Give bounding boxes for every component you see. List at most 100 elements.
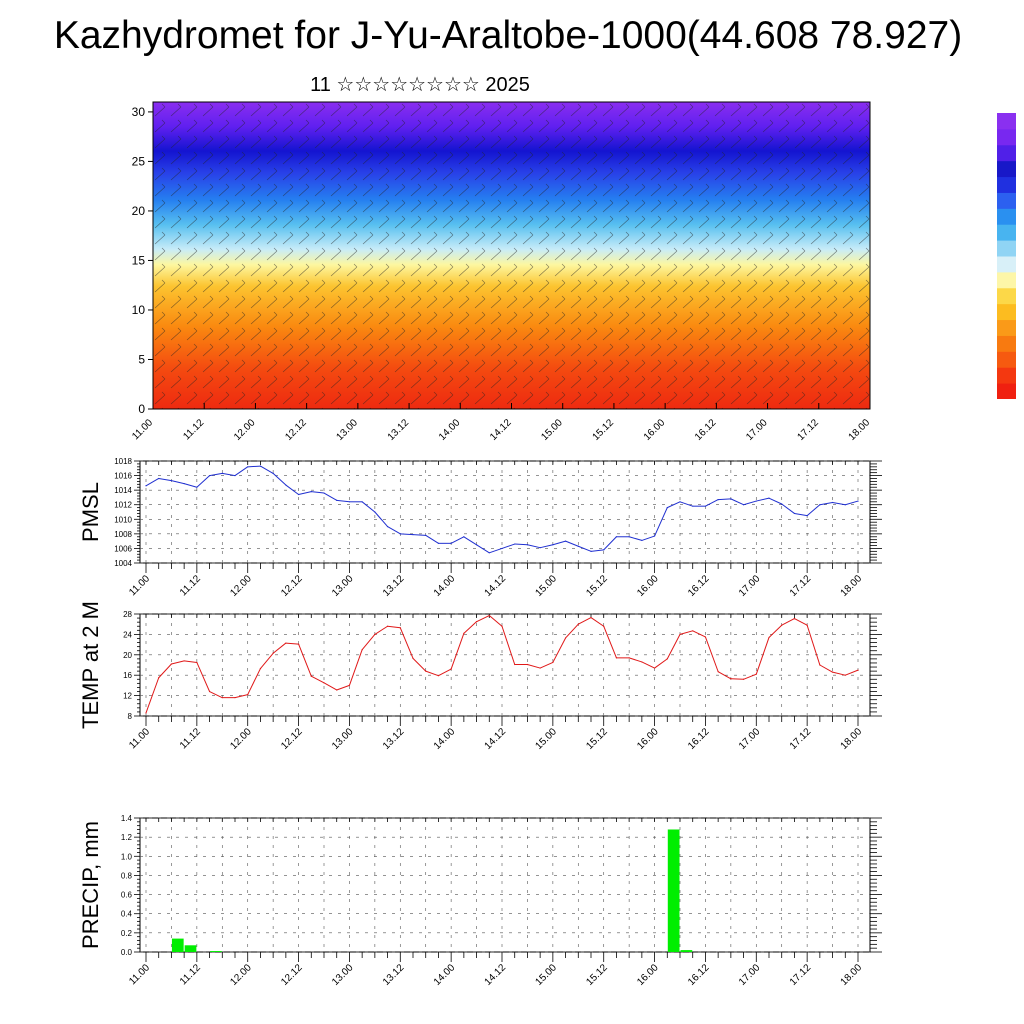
chart-title: Kazhydromet for J-Yu-Araltobe-1000(44.60… [53,14,963,57]
series-segment [374,511,388,527]
data-point [183,482,185,485]
series-segment [743,673,757,680]
precip-bar [680,950,693,952]
x-tick-label: 16.12 [693,417,719,443]
data-point [742,504,745,506]
data-point [615,536,618,538]
series-segment [527,664,541,669]
data-point [437,542,440,544]
x-tick-label: 11.12 [178,726,203,751]
series-segment [832,671,846,676]
x-tick-label: 12.00 [228,962,254,988]
series-segment [628,657,643,663]
colorbar [997,113,1016,399]
series-segment [209,691,223,699]
data-point [615,657,618,659]
data-point [806,624,808,626]
data-point [717,499,719,501]
series-segment [323,682,337,691]
y-tick-label: 1006 [114,544,132,553]
series-segment [412,534,426,536]
colorbar-segment [997,383,1016,399]
x-tick-label: 12.00 [228,726,254,752]
series-segment [489,547,503,554]
series-segment [705,499,719,507]
data-point [501,547,503,550]
data-point [475,544,478,546]
x-tick-label: 18.00 [839,962,865,988]
series-segment [463,621,477,634]
y-tick-label: 30 [132,105,146,119]
data-point [259,465,262,467]
series-segment [285,642,299,645]
y-tick-label: 0.2 [121,929,133,938]
series-segment [514,543,528,546]
series-segment [311,675,325,684]
data-point [514,663,516,666]
data-point [704,636,707,638]
data-point [297,493,300,496]
series-segment [158,663,172,679]
x-tick-label: 14.12 [483,726,509,752]
series-segment [768,624,783,638]
data-point [285,484,287,486]
data-point [819,664,821,666]
plot-frame [139,460,871,564]
data-point [717,671,719,673]
x-tick-label: 14.00 [432,962,458,988]
data-point [145,485,147,487]
x-tick-label: 13.00 [330,726,356,752]
data-point [399,627,401,629]
data-point [348,501,351,503]
y-tick-label: 0.6 [121,891,133,900]
data-point [831,671,834,673]
data-point [336,689,338,691]
series-segment [387,526,401,535]
series-segment [171,660,185,665]
colorbar-segment [997,224,1016,241]
data-point [399,533,401,535]
series-segment [361,634,376,651]
series-segment [298,643,312,677]
x-tick-label: 16.12 [686,573,712,599]
data-point [196,486,198,488]
data-point [526,663,529,666]
y-tick-label: 12 [123,692,132,701]
series-segment [399,627,414,659]
data-point [310,491,312,493]
series-segment [196,662,211,692]
y-tick-label: 1010 [114,515,132,524]
colorbar-segment [997,128,1016,146]
x-tick-label: 14.12 [483,573,509,599]
series-segment [590,549,604,552]
data-point [475,621,478,623]
series-segment [336,684,350,691]
y-tick-label: 0.0 [121,948,133,957]
series-segment [222,472,236,477]
series-segment [603,536,617,551]
x-tick-label: 17.00 [737,573,763,599]
series-segment [488,615,503,627]
data-point [755,673,757,675]
data-point [539,547,541,549]
x-tick-label: 11.12 [181,417,206,442]
x-tick-label: 13.12 [386,417,412,443]
series-segment [794,618,808,626]
y-tick-label: 1004 [114,559,132,568]
series-segment [819,664,833,673]
data-point [793,617,796,620]
x-tick-label: 17.00 [744,417,770,443]
x-tick-label: 13.12 [381,573,407,599]
data-point [514,543,516,545]
data-point [857,669,859,671]
data-point [819,504,821,506]
data-point [336,499,338,501]
colorbar-segment [997,192,1016,209]
data-point [653,667,656,669]
series-segment [450,536,465,544]
data-point [247,466,249,468]
data-point [272,472,274,474]
data-point [247,693,249,696]
y-tick-label: 1.0 [121,852,133,861]
